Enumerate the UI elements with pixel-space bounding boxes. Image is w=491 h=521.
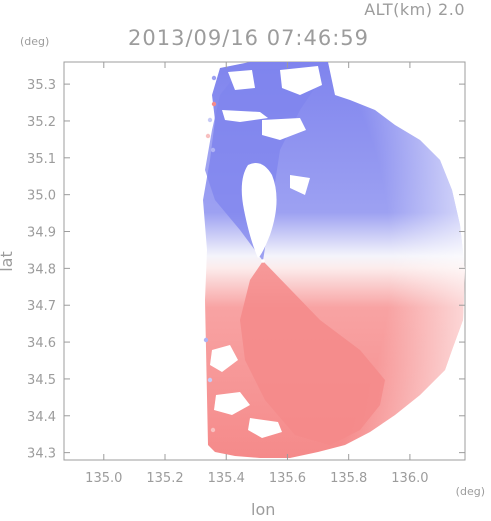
- x-tick-label: 136.0: [391, 471, 428, 486]
- isolated-echo: [207, 377, 213, 383]
- y-tick-label: 34.7: [27, 299, 56, 314]
- isolated-echo: [211, 101, 217, 107]
- y-tick-label: 34.4: [27, 410, 56, 425]
- no-echo-gap: [248, 418, 282, 438]
- isolated-echo: [207, 117, 213, 123]
- x-axis-label: lon: [251, 500, 276, 519]
- no-echo-gap: [228, 70, 255, 90]
- altitude-label: ALT(km) 2.0: [364, 0, 465, 19]
- y-tick-label: 35.2: [27, 115, 56, 130]
- velocity-field: [203, 62, 465, 458]
- isolated-echo: [205, 133, 211, 139]
- x-tick-label: 135.6: [269, 471, 306, 486]
- isolated-echo: [211, 75, 217, 81]
- no-echo-gap: [214, 392, 250, 415]
- datetime-title: 2013/09/16 07:46:59: [128, 26, 370, 50]
- x-tick-label: 135.0: [85, 471, 122, 486]
- y-tick-label: 34.3: [27, 447, 56, 462]
- no-echo-gap: [290, 175, 310, 195]
- no-echo-gap: [210, 345, 238, 372]
- no-echo-gap: [222, 110, 268, 122]
- x-tick-label: 135.2: [146, 471, 183, 486]
- y-tick-label: 35.1: [27, 152, 56, 167]
- y-tick-label: 34.9: [27, 226, 56, 241]
- y-tick-label: 35.0: [27, 189, 56, 204]
- x-unit-label: (deg): [455, 485, 485, 498]
- x-tick-label: 135.8: [330, 471, 367, 486]
- no-echo-gap: [280, 66, 322, 95]
- x-tick-label: 135.4: [208, 471, 245, 486]
- y-tick-label: 34.8: [27, 262, 56, 277]
- isolated-echo: [210, 427, 216, 433]
- receding-core: [240, 261, 385, 445]
- no-echo-gap: [241, 162, 277, 258]
- y-tick-label: 34.6: [27, 336, 56, 351]
- y-tick-label: 34.5: [27, 373, 56, 388]
- y-unit-label: (deg): [20, 35, 50, 48]
- radar-site-marker: [261, 259, 265, 263]
- no-echo-gap: [262, 118, 306, 140]
- isolated-echo: [210, 147, 216, 153]
- isolated-echo: [203, 337, 209, 343]
- y-tick-label: 35.3: [27, 78, 56, 93]
